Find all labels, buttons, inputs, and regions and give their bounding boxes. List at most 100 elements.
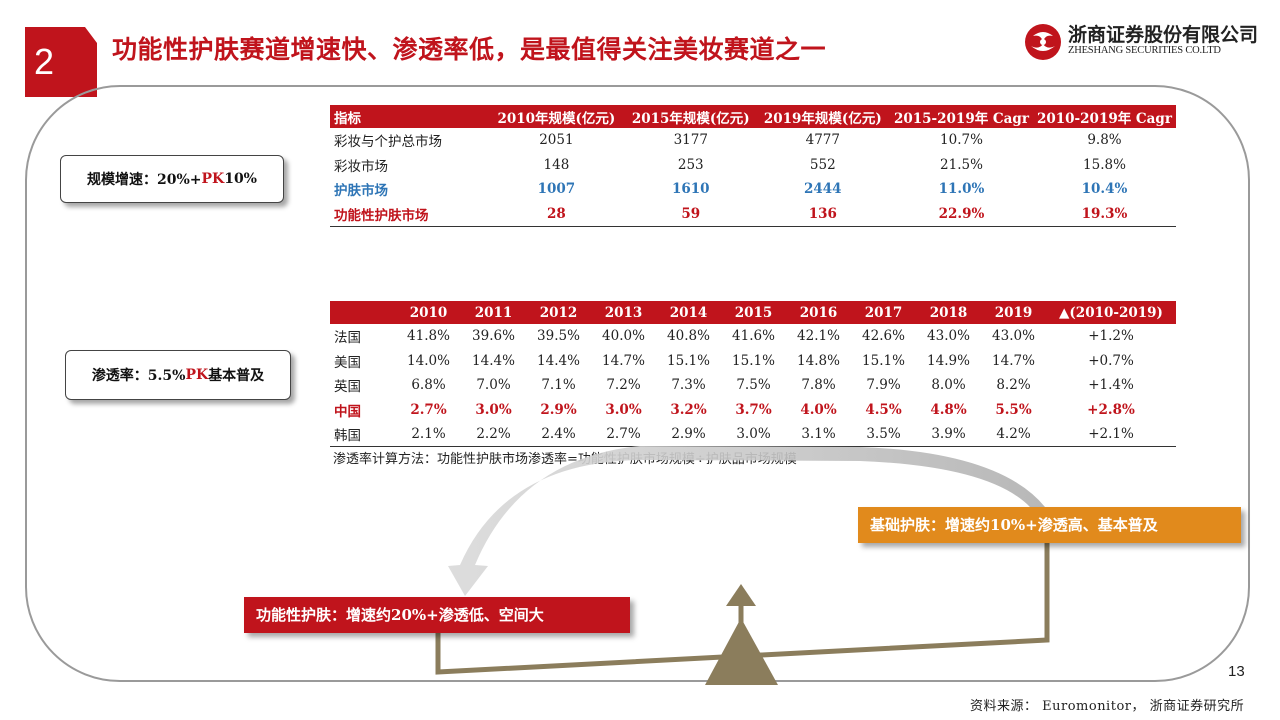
table-row: 英国 6.8% 7.0% 7.1% 7.2% 7.3% 7.5% 7.8% 7.9% 8.0% 8.… — [330, 373, 1176, 398]
table-cell: 42.1% — [797, 328, 840, 345]
table-cell: 3.1% — [801, 426, 836, 442]
table-cell: 英国 — [334, 379, 361, 396]
table-cell: 彩妆市场 — [334, 158, 388, 175]
table-header: 2013 — [591, 301, 656, 324]
table-cell: 2.9% — [540, 401, 577, 418]
table-cell: 9.8% — [1087, 132, 1122, 149]
table-cell: +0.7% — [1088, 352, 1134, 369]
table-cell: 7.2% — [606, 377, 641, 394]
table-cell: 7.1% — [541, 377, 576, 394]
source-note: 资料来源： Euromonitor， 浙商证券研究所 — [970, 699, 1245, 714]
section-badge-corner — [85, 27, 97, 43]
table-cell: 552 — [809, 156, 836, 173]
table-header: 2015年规模(亿元) — [625, 105, 756, 128]
table-row: 功能性护肤市场 28 59 136 22.9% 19.3% — [330, 202, 1176, 227]
table-cell: 3.9% — [931, 426, 966, 442]
company-logo-icon — [1025, 24, 1061, 60]
table-cell: 7.3% — [671, 377, 706, 394]
table-cell: 2.7% — [606, 426, 641, 442]
table-cell: 21.5% — [940, 156, 983, 173]
table-cell: 3.0% — [475, 401, 512, 418]
table-cell: 7.0% — [476, 377, 511, 394]
table-cell: 10.4% — [1081, 181, 1128, 198]
growth-label-box: 规模增速：20%+ PK 10% — [60, 155, 284, 203]
table-cell: 2.7% — [410, 401, 447, 418]
table-row: 彩妆与个护总市场 2051 3177 4777 10.7% 9.8% — [330, 128, 1176, 153]
table-cell: 5.5% — [995, 401, 1032, 418]
table-cell: 8.0% — [931, 377, 966, 394]
table-cell: 7.5% — [736, 377, 771, 394]
table-cell: 59 — [681, 205, 701, 222]
table-cell: 15.1% — [862, 352, 905, 369]
growth-label-post: 10% — [224, 171, 257, 187]
table-cell: 3.5% — [866, 426, 901, 442]
table-header: 2015 — [721, 301, 786, 324]
page-title: 功能性护肤赛道增速快、渗透率低，是最值得关注美妆赛道之一 — [112, 35, 827, 64]
table-cell: 2.4% — [541, 426, 576, 442]
table-cell: 2.2% — [476, 426, 511, 442]
table-cell: 41.8% — [407, 328, 450, 345]
page-number: 13 — [1228, 663, 1245, 680]
table-header: 2015-2019年 Cagr — [889, 105, 1033, 128]
table-cell: 2.1% — [411, 426, 446, 442]
table-cell: 4.5% — [865, 401, 902, 418]
table-header: 2014 — [656, 301, 721, 324]
table-header-row: 2010 2011 2012 2013 2014 2015 2016 2017 2018 2019… — [330, 301, 1176, 324]
table-cell: 22.9% — [938, 205, 985, 222]
market-size-table: 指标 2010年规模(亿元) 2015年规模(亿元) 2019年规模(亿元) 2… — [330, 105, 1176, 227]
section-number: 2 — [34, 41, 55, 82]
table-header: 2011 — [461, 301, 526, 324]
table-row: 法国 41.8% 39.6% 39.5% 40.0% 40.8% 41.6% 42.1% 42.… — [330, 324, 1176, 349]
table-cell: 15.8% — [1083, 156, 1126, 173]
table-cell: 14.4% — [537, 352, 580, 369]
table-cell: 2051 — [539, 132, 574, 149]
functional-skincare-box: 功能性护肤：增速约20%+渗透低、空间大 — [244, 597, 630, 633]
table-cell: 功能性护肤市场 — [334, 207, 429, 224]
table-header — [330, 301, 396, 324]
table-cell: 3.0% — [736, 426, 771, 442]
table-cell: 136 — [808, 205, 837, 222]
table-header: 2012 — [526, 301, 591, 324]
table-cell: 4777 — [805, 132, 840, 149]
table-cell: 253 — [677, 156, 704, 173]
table-cell: 15.1% — [667, 352, 710, 369]
table-cell: 43.0% — [992, 328, 1035, 345]
table-header: 2010年规模(亿元) — [486, 105, 626, 128]
table-cell: 43.0% — [927, 328, 970, 345]
table-cell: 14.9% — [927, 352, 970, 369]
table-cell: 14.0% — [407, 352, 450, 369]
table-header: 2016 — [786, 301, 851, 324]
table-cell: +2.8% — [1087, 401, 1135, 418]
table-cell: 14.8% — [797, 352, 840, 369]
table-cell: 28 — [547, 205, 566, 222]
table-row: 中国 2.7% 3.0% 2.9% 3.0% 3.2% 3.7% 4.0% 4.5% 4.8% 5.… — [330, 398, 1176, 423]
up-arrow-icon — [726, 584, 756, 606]
table-header: 2019 — [981, 301, 1046, 324]
table-cell: 148 — [543, 156, 570, 173]
table-cell: 护肤市场 — [334, 183, 388, 200]
table-cell: 4.0% — [800, 401, 837, 418]
table-cell: +1.4% — [1088, 377, 1134, 394]
table-cell: 美国 — [334, 354, 361, 371]
table-cell: 2.9% — [671, 426, 706, 442]
table-row: 彩妆市场 148 253 552 21.5% 15.8% — [330, 153, 1176, 178]
table-cell: 14.4% — [472, 352, 515, 369]
table-header: ▲(2010-2019) — [1046, 301, 1176, 324]
penetration-table: 2010 2011 2012 2013 2014 2015 2016 2017 2018 2019… — [330, 301, 1176, 447]
growth-label-pk: PK — [201, 171, 225, 187]
table-cell: 8.2% — [996, 377, 1031, 394]
table-header: 2018 — [916, 301, 981, 324]
table-header: 2010 — [396, 301, 461, 324]
table-cell: +1.2% — [1088, 328, 1134, 345]
basic-skincare-box: 基础护肤：增速约10%+渗透高、基本普及 — [858, 507, 1241, 543]
table-cell: 4.8% — [930, 401, 967, 418]
table-row: 美国 14.0% 14.4% 14.4% 14.7% 15.1% 15.1% 14.8% 15.… — [330, 349, 1176, 374]
table-cell: 2444 — [804, 181, 842, 198]
penetration-label-box: 渗透率：5.5% PK 基本普及 — [65, 350, 291, 400]
table-cell: 15.1% — [732, 352, 775, 369]
table-header: 2010-2019年 Cagr — [1032, 105, 1176, 128]
table-cell: 11.0% — [938, 181, 985, 198]
table-row: 护肤市场 1007 1610 2444 11.0% 10.4% — [330, 177, 1176, 202]
table-cell: 法国 — [334, 330, 361, 347]
